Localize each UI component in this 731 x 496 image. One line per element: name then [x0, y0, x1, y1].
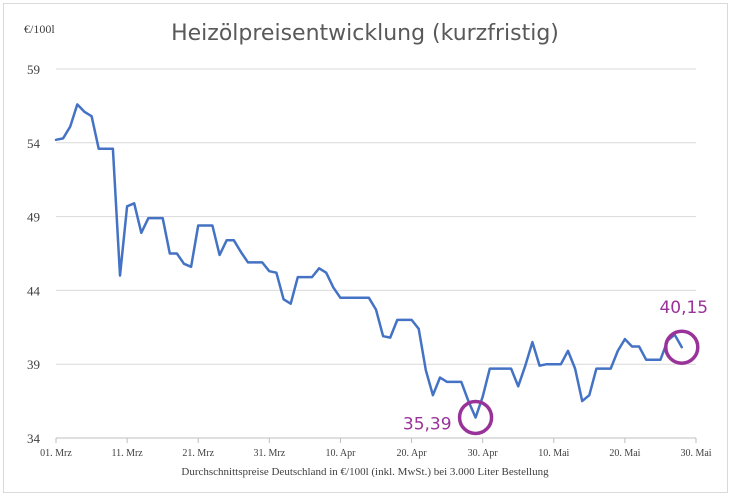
x-tick-label: 01. Mrz — [40, 448, 72, 459]
y-tick-label: 44 — [27, 283, 41, 298]
x-tick-label: 10. Apr — [325, 448, 356, 459]
x-tick-label: 21. Mrz — [182, 448, 214, 459]
x-tick-label: 31. Mrz — [253, 448, 285, 459]
annotation-label: 40,15 — [659, 298, 708, 318]
gridlines — [56, 68, 696, 365]
x-tick-label: 11. Mrz — [111, 448, 143, 459]
x-axis — [55, 437, 697, 443]
x-tick-label: 10. Mai — [538, 448, 569, 459]
x-tick-label: 20. Mai — [609, 448, 640, 459]
x-axis-title: Durchschnittspreise Deutschland in €/100… — [181, 466, 549, 478]
chart-title: Heizölpreisentwicklung (kurzfristig) — [171, 21, 559, 46]
annotation-label: 35,39 — [403, 414, 452, 434]
y-tick-label: 54 — [27, 136, 41, 151]
y-tick-label: 39 — [27, 357, 40, 372]
y-tick-label: 49 — [27, 210, 40, 225]
x-tick-labels: 01. Mrz 11. Mrz 21. Mrz 31. Mrz 10. Apr 20. A… — [40, 448, 712, 459]
y-axis-unit-label: €/100l — [24, 22, 55, 36]
highlight-circle — [664, 329, 700, 365]
highlight-circle — [457, 399, 494, 436]
y-tick-label: 34 — [27, 431, 41, 446]
x-tick-label: 30. Mai — [680, 448, 711, 459]
x-tick-label: 20. Apr — [397, 448, 428, 459]
y-tick-label: 59 — [27, 62, 40, 77]
price-series — [54, 103, 684, 419]
y-tick-labels: 59 54 49 44 39 34 — [27, 62, 41, 446]
annotations: 35,39 40,15 — [403, 298, 708, 436]
x-tick-label: 30. Apr — [468, 448, 499, 459]
series-line — [54, 103, 684, 419]
